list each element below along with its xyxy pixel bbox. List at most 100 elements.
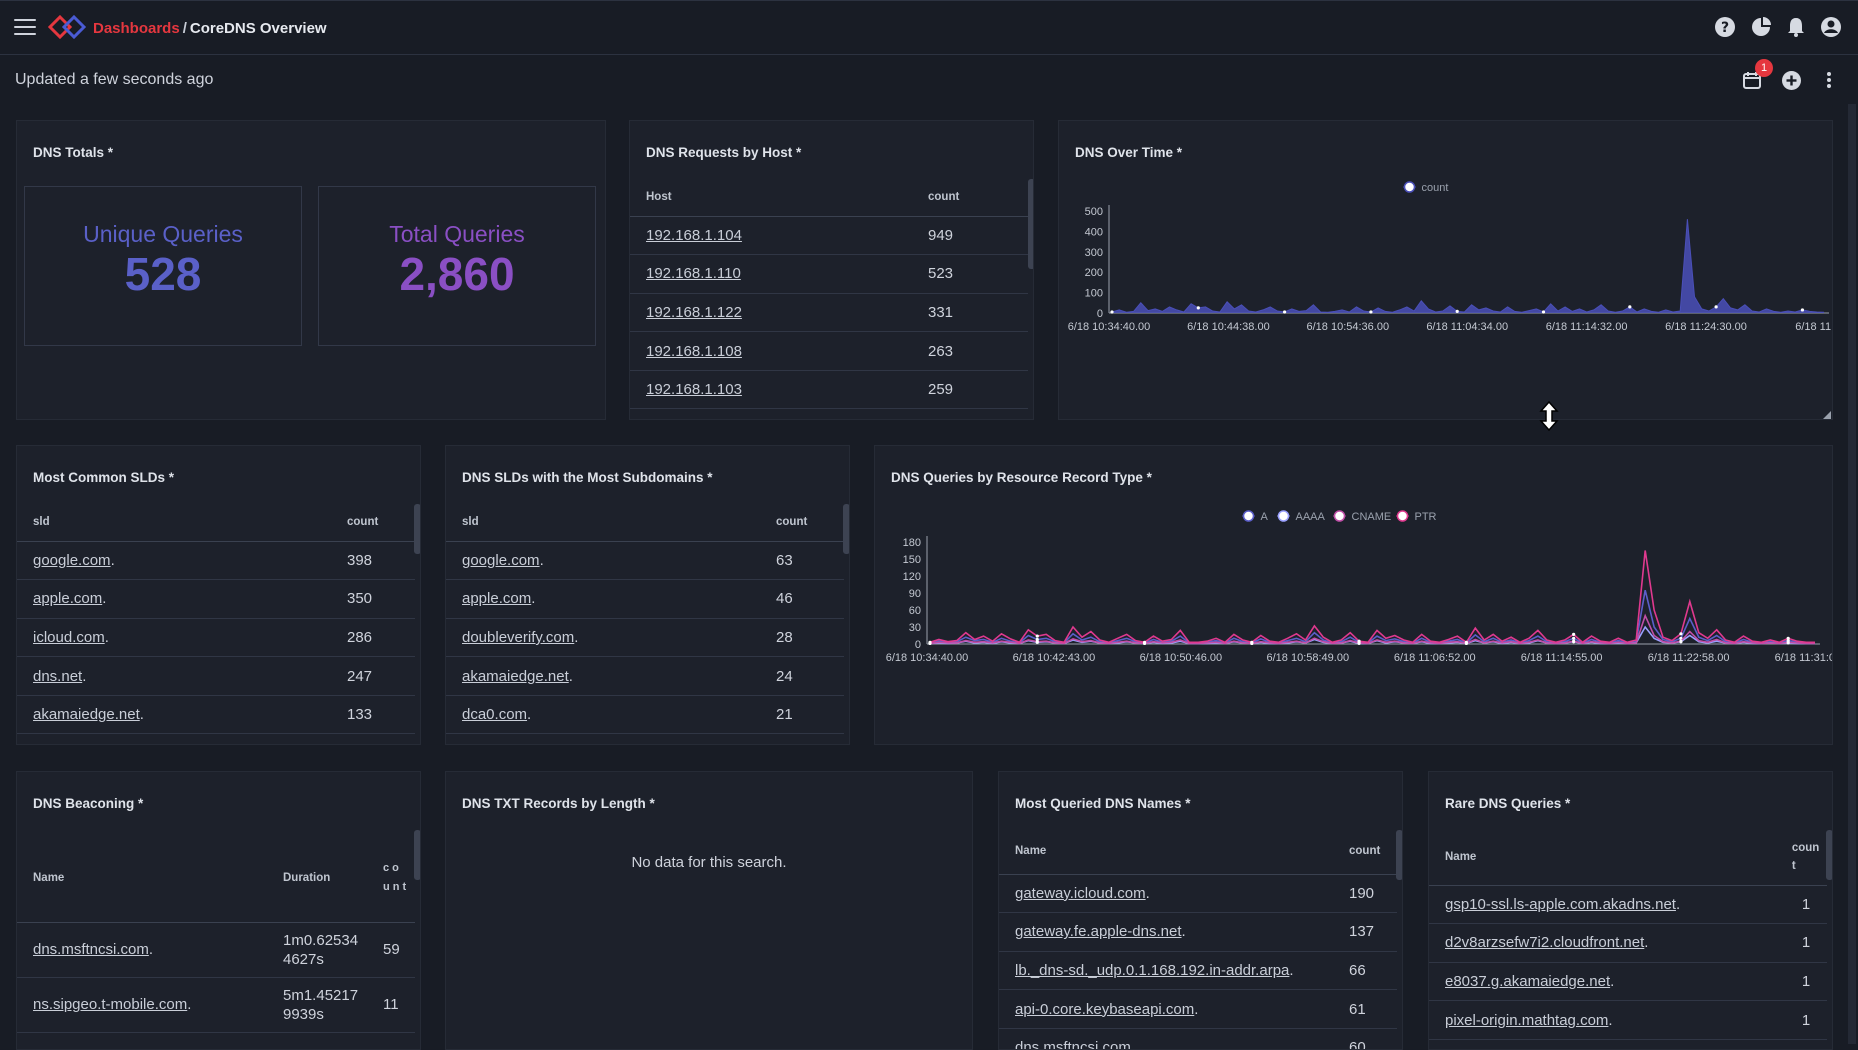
legend-label[interactable]: AAAA — [1296, 511, 1326, 523]
column-header-name[interactable]: Name — [1429, 829, 1786, 886]
column-header-duration[interactable]: Duration — [283, 834, 375, 923]
data-point[interactable] — [1786, 640, 1790, 644]
row-link[interactable]: gsp10-ssl.ls-apple.com.akadns.net — [1445, 895, 1676, 913]
row-link[interactable]: dns.msftncsi.com — [1015, 1039, 1131, 1050]
data-point[interactable] — [1110, 310, 1114, 314]
table-scrollbar[interactable] — [1826, 830, 1832, 880]
data-point[interactable] — [1283, 310, 1287, 314]
column-header-count[interactable]: count — [1333, 829, 1397, 875]
data-point[interactable] — [1679, 639, 1683, 643]
row-link[interactable]: apple.com — [33, 590, 103, 608]
row-link[interactable]: gateway.icloud.com — [1015, 884, 1146, 902]
series-line-PTR[interactable] — [929, 550, 1815, 644]
data-point[interactable] — [1357, 639, 1361, 643]
row-link[interactable]: google.com — [33, 551, 111, 569]
row-link[interactable]: dca0.com — [462, 706, 528, 724]
breadcrumb-dashboards-link[interactable]: Dashboards — [93, 20, 180, 37]
series-line-A[interactable] — [929, 590, 1815, 644]
table-scrollbar[interactable] — [1396, 830, 1402, 880]
column-header-count[interactable]: count — [912, 178, 1028, 217]
data-point[interactable] — [1679, 632, 1683, 636]
data-point[interactable] — [1714, 305, 1718, 309]
row-link[interactable]: google.com — [462, 551, 540, 569]
column-header-count[interactable]: count — [331, 503, 415, 542]
row-link[interactable]: dns.net — [33, 667, 83, 685]
column-header-name[interactable]: Name — [17, 834, 283, 923]
legend-marker[interactable] — [1403, 181, 1416, 193]
column-header-name[interactable]: Name — [999, 829, 1333, 875]
series-line-CNAME[interactable] — [929, 613, 1815, 645]
total-queries-value: 2,860 — [399, 248, 515, 300]
row-link[interactable]: 192.168.1.104 — [646, 226, 742, 244]
data-point[interactable] — [1572, 636, 1576, 640]
row-link[interactable]: dns.msftncsi.com — [33, 941, 149, 958]
legend-marker[interactable] — [1396, 510, 1409, 522]
help-icon[interactable]: ? — [1714, 16, 1736, 38]
menu-icon[interactable] — [14, 19, 36, 35]
data-point[interactable] — [928, 640, 932, 644]
data-point[interactable] — [1800, 308, 1805, 312]
data-point[interactable] — [1035, 640, 1039, 644]
data-point[interactable] — [1786, 636, 1790, 640]
column-header-count[interactable]: count — [1785, 829, 1827, 886]
activity-icon[interactable] — [1750, 16, 1772, 38]
legend-marker[interactable] — [1333, 510, 1346, 522]
row-link[interactable]: 192.168.1.110 — [646, 265, 741, 283]
row-link[interactable]: d2v8arzsefw7i2.cloudfront.net — [1445, 934, 1645, 952]
legend-label[interactable]: count — [1422, 182, 1449, 194]
calendar-icon[interactable] — [1742, 70, 1762, 90]
data-point[interactable] — [1572, 632, 1576, 636]
row-link[interactable]: lb._dns-sd._udp.0.1.168.192.in-addr.arpa — [1015, 961, 1290, 979]
table-scrollbar[interactable] — [414, 504, 420, 554]
trailing-dot: . — [1130, 1039, 1136, 1050]
data-point[interactable] — [1035, 634, 1039, 638]
data-point[interactable] — [1369, 310, 1373, 314]
table-scrollbar[interactable] — [414, 830, 420, 880]
column-header-host[interactable]: Host — [630, 178, 912, 217]
user-avatar-icon[interactable] — [1820, 16, 1842, 38]
data-point[interactable] — [1464, 640, 1468, 644]
row-link[interactable]: icloud.com — [33, 628, 105, 646]
legend-label[interactable]: PTR — [1415, 511, 1437, 523]
row-link[interactable]: e8037.g.akamaiedge.net — [1445, 972, 1611, 990]
data-point[interactable] — [1541, 310, 1546, 314]
add-panel-icon[interactable] — [1781, 70, 1802, 91]
row-link[interactable]: gateway.fe.apple-dns.net — [1015, 923, 1182, 941]
resize-handle-icon[interactable] — [1823, 411, 1831, 419]
data-point[interactable] — [1035, 637, 1039, 642]
row-link[interactable]: ns.sipgeo.t-mobile.com — [33, 996, 188, 1013]
app-logo[interactable] — [48, 15, 88, 39]
page-scrollbar-track[interactable] — [1848, 104, 1856, 1044]
column-header-count[interactable]: c o u n t — [375, 834, 415, 923]
table-row: pixel-origin.mathtag.com. 1 — [1429, 1000, 1827, 1040]
row-link[interactable]: 192.168.1.108 — [646, 342, 742, 360]
beaconing-table: Name Duration c o u n t dns.msftncsi.com… — [17, 834, 415, 1049]
data-point[interactable] — [1455, 309, 1459, 313]
row-link[interactable]: akamaiedge.net — [462, 667, 569, 685]
column-header-count[interactable]: count — [760, 503, 844, 542]
data-point[interactable] — [1572, 639, 1576, 643]
data-point[interactable] — [1196, 306, 1200, 310]
row-link[interactable]: doubleverify.com — [462, 628, 575, 646]
legend-marker[interactable] — [1277, 510, 1290, 522]
legend-label[interactable]: CNAME — [1352, 511, 1392, 523]
column-header-sld[interactable]: sld — [446, 503, 760, 542]
row-link[interactable]: api-0.core.keybaseapi.com — [1015, 1000, 1195, 1018]
data-point[interactable] — [1628, 305, 1632, 309]
column-header-sld[interactable]: sld — [17, 503, 331, 542]
table-scrollbar[interactable] — [1028, 179, 1033, 269]
row-link[interactable]: pixel-origin.mathtag.com — [1445, 1011, 1609, 1029]
row-link[interactable]: apple.com — [462, 590, 532, 608]
legend-marker[interactable] — [1242, 510, 1255, 522]
table-scrollbar[interactable] — [843, 504, 849, 554]
series-line-count[interactable] — [1111, 219, 1825, 313]
more-options-icon[interactable] — [1824, 70, 1834, 90]
row-link[interactable]: 192.168.1.103 — [646, 381, 742, 399]
row-link[interactable]: akamaiedge.net — [33, 706, 140, 724]
legend-label[interactable]: A — [1261, 511, 1269, 523]
data-point[interactable] — [1142, 640, 1147, 644]
row-link[interactable]: 192.168.1.122 — [646, 303, 742, 321]
bell-icon[interactable] — [1785, 16, 1807, 38]
data-point[interactable] — [1250, 640, 1254, 644]
data-point[interactable] — [1679, 636, 1683, 640]
